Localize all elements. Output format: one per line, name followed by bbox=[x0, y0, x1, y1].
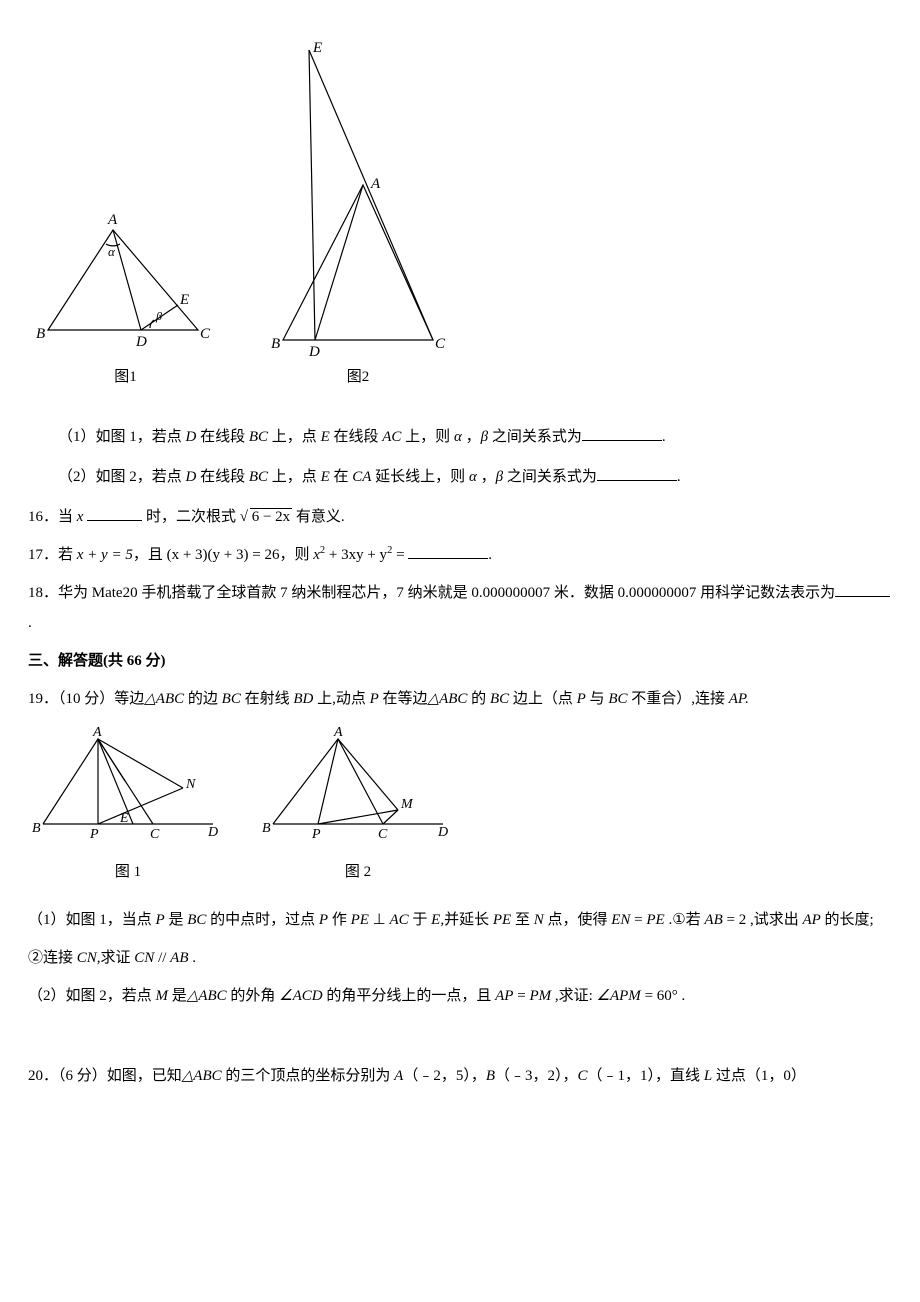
svg-text:D: D bbox=[437, 825, 448, 840]
label-A2: A bbox=[370, 176, 381, 192]
svg-text:A: A bbox=[92, 725, 102, 740]
blank-15-1 bbox=[582, 425, 662, 441]
svg-text:M: M bbox=[400, 797, 414, 812]
figures-row-top: A B C D E α β 图1 A B C D E bbox=[28, 40, 892, 392]
figure-2-top: A B C D E 图2 bbox=[263, 40, 453, 392]
svg-text:P: P bbox=[311, 827, 321, 842]
q17: 17．若 x + y = 5，且 (x + 3)(y + 3) = 26，则 x… bbox=[28, 540, 892, 570]
blank-15-2 bbox=[597, 465, 677, 481]
svg-text:D: D bbox=[207, 825, 218, 840]
blank-17 bbox=[408, 543, 488, 559]
blank-18 bbox=[835, 581, 890, 597]
label-beta: β bbox=[155, 309, 162, 323]
svg-text:C: C bbox=[150, 827, 160, 842]
label-E: E bbox=[179, 292, 189, 308]
q19-sub2: （2）如图 2，若点 M 是△ABC 的外角 ∠ACD 的角平分线上的一点，且 … bbox=[28, 981, 892, 1011]
label-C: C bbox=[200, 326, 211, 342]
label-E2: E bbox=[312, 40, 322, 56]
svg-text:B: B bbox=[262, 821, 271, 836]
label-B2: B bbox=[271, 336, 280, 352]
svg-text:B: B bbox=[32, 821, 41, 836]
q18: 18．华为 Mate20 手机搭载了全球首款 7 纳米制程芯片，7 纳米就是 0… bbox=[28, 578, 892, 638]
figure-1-top: A B C D E α β 图1 bbox=[28, 200, 223, 392]
label-A: A bbox=[107, 212, 118, 228]
q15-part1: （1）如图 1，若点 D 在线段 BC 上，点 E 在线段 AC 上，则 α ，… bbox=[28, 422, 892, 452]
q15-part2: （2）如图 2，若点 D 在线段 BC 上，点 E 在 CA 延长线上，则 α … bbox=[28, 462, 892, 492]
q16: 16．当 x 时，二次根式 6 − 2x 有意义. bbox=[28, 502, 892, 532]
q19-sub1b: ②连接 CN,求证 CN // AB . bbox=[28, 943, 892, 973]
svg-text:N: N bbox=[185, 777, 196, 792]
figure-19-1: A B C D E N P 图 1 bbox=[28, 724, 228, 887]
label-D: D bbox=[135, 334, 147, 350]
label-alpha: α bbox=[108, 244, 116, 259]
blank-16 bbox=[87, 505, 142, 521]
triangle-fig1: A B C D E α β bbox=[28, 200, 223, 360]
fig19-2-caption: 图 2 bbox=[258, 857, 458, 887]
q20: 20．（6 分）如图，已知△ABC 的三个顶点的坐标分别为 A（﹣2，5），B（… bbox=[28, 1061, 892, 1091]
triangle-fig2: A B C D E bbox=[263, 40, 453, 360]
label-B: B bbox=[36, 326, 45, 342]
figure-19-2: A B C D M P 图 2 bbox=[258, 724, 458, 887]
label-D2: D bbox=[308, 344, 320, 360]
svg-text:A: A bbox=[333, 725, 343, 740]
label-C2: C bbox=[435, 336, 446, 352]
svg-text:E: E bbox=[119, 811, 129, 826]
triangle-19-1: A B C D E N P bbox=[28, 724, 228, 844]
triangle-19-2: A B C D M P bbox=[258, 724, 458, 844]
fig2-caption: 图2 bbox=[263, 362, 453, 392]
fig1-caption: 图1 bbox=[28, 362, 223, 392]
svg-text:C: C bbox=[378, 827, 388, 842]
fig19-1-caption: 图 1 bbox=[28, 857, 228, 887]
svg-text:P: P bbox=[89, 827, 99, 842]
q19-head: 19．（10 分）等边△ABC 的边 BC 在射线 BD 上,动点 P 在等边△… bbox=[28, 684, 892, 714]
section-3-title: 三、解答题(共 66 分) bbox=[28, 646, 892, 676]
q19-sub1: （1）如图 1，当点 P 是 BC 的中点时，过点 P 作 PE ⊥ AC 于 … bbox=[28, 905, 892, 935]
figures-row-19: A B C D E N P 图 1 A B C bbox=[28, 724, 892, 887]
